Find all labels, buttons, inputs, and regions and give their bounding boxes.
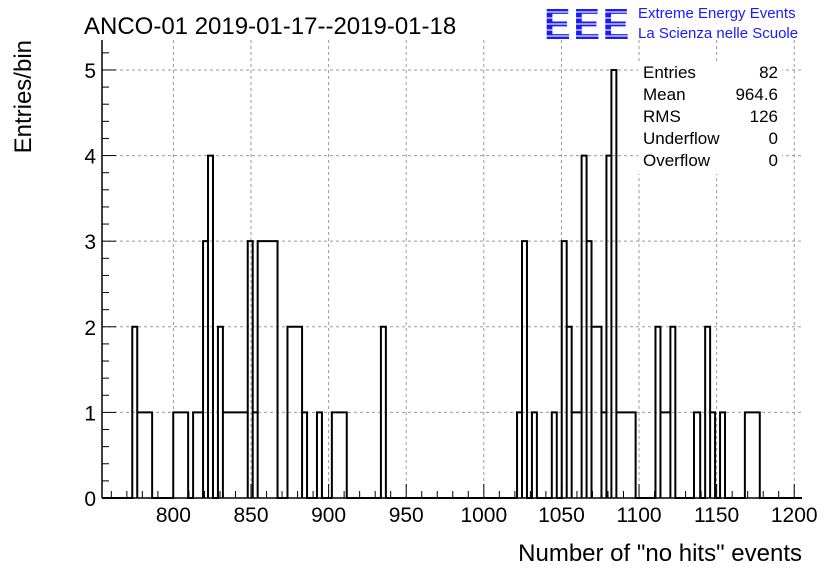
histogram-bin-24 — [587, 241, 592, 498]
histogram-bin-16 — [517, 412, 522, 498]
x-tick-label-6: 1100 — [616, 504, 661, 527]
histogram-bin-1 — [137, 412, 152, 498]
eee-logo: EEE — [544, 0, 632, 49]
stat-label-mean: Mean — [643, 85, 686, 104]
histogram-bin-35 — [710, 412, 715, 498]
x-tick-label-0: 800 — [156, 504, 191, 527]
x-tick-label-4: 1000 — [460, 504, 507, 527]
y-tick-label-4: 4 — [84, 146, 96, 169]
stats-box: Entries 82 Mean 964.6 RMS 126 Underflow … — [638, 62, 782, 174]
stat-value-mean: 964.6 — [735, 85, 778, 104]
histogram-bin-26 — [601, 412, 606, 498]
histogram-bin-7 — [223, 412, 248, 498]
histogram-bin-12 — [302, 412, 307, 498]
histogram-bin-27 — [606, 156, 611, 498]
histogram-bin-11 — [287, 327, 302, 498]
y-tick-label-0: 0 — [84, 488, 96, 511]
histogram-bin-17 — [522, 241, 527, 498]
x-tick-label-2: 900 — [311, 504, 346, 527]
histogram-bin-5 — [208, 156, 213, 498]
histogram-bin-14 — [332, 412, 347, 498]
histogram-bin-8 — [248, 241, 253, 498]
histogram-bin-29 — [616, 412, 635, 498]
histogram-bin-36 — [720, 412, 725, 498]
histogram-bin-2 — [173, 412, 188, 498]
x-tick-labels: 800 850 900 950 1000 1050 1100 1150 1200 — [156, 504, 818, 527]
histogram-bin-33 — [694, 412, 700, 498]
stat-label-entries: Entries — [643, 63, 696, 82]
y-tick-labels: 0 1 2 3 4 5 — [84, 60, 96, 511]
stat-value-overflow: 0 — [769, 151, 778, 170]
histogram-bin-34 — [705, 327, 710, 498]
histogram-bin-13 — [317, 412, 322, 498]
histogram-bin-10 — [258, 241, 278, 498]
y-tick-label-5: 5 — [84, 60, 96, 83]
histogram-bin-3 — [193, 412, 203, 498]
y-axis-label: Entries/bin — [10, 40, 37, 153]
y-tick-label-3: 3 — [84, 231, 96, 254]
stat-label-overflow: Overflow — [643, 151, 711, 170]
x-tick-label-1: 850 — [233, 504, 268, 527]
histogram-bin-30 — [655, 327, 660, 498]
x-axis-label: Number of "no hits" events — [518, 540, 802, 567]
histogram-bin-6 — [218, 327, 223, 498]
histogram-bin-32 — [670, 327, 675, 498]
histogram-bin-28 — [611, 70, 616, 498]
histogram-bin-31 — [660, 412, 670, 498]
histogram-bin-0 — [132, 327, 137, 498]
brand-line-1: Extreme Energy Events — [638, 5, 796, 22]
x-tick-label-5: 1050 — [538, 504, 585, 527]
histogram-bin-21 — [567, 327, 572, 498]
x-tick-label-3: 950 — [389, 504, 424, 527]
histogram-bin-9 — [253, 412, 258, 498]
stat-label-underflow: Underflow — [643, 129, 720, 148]
histogram-bin-20 — [562, 241, 567, 498]
histogram-bin-22 — [572, 412, 582, 498]
axes — [101, 40, 802, 499]
histogram-bin-4 — [203, 241, 208, 498]
histogram-bin-25 — [592, 327, 602, 498]
stat-value-entries: 82 — [759, 63, 778, 82]
histogram-bin-19 — [552, 412, 557, 498]
stat-value-underflow: 0 — [769, 129, 778, 148]
x-tick-label-8: 1200 — [771, 504, 818, 527]
histogram-bin-18 — [532, 412, 537, 498]
chart-title: ANCO-01 2019-01-17--2019-01-18 — [84, 13, 456, 40]
stat-label-rms: RMS — [643, 107, 681, 126]
histogram-bin-15 — [381, 327, 386, 498]
y-tick-label-1: 1 — [84, 402, 96, 425]
x-tick-label-7: 1150 — [694, 504, 739, 527]
histogram-bin-37 — [745, 412, 760, 498]
histogram-bin-23 — [582, 156, 587, 498]
brand-line-2: La Scienza nelle Scuole — [638, 25, 798, 42]
y-tick-label-2: 2 — [84, 317, 96, 340]
stat-value-rms: 126 — [750, 107, 778, 126]
